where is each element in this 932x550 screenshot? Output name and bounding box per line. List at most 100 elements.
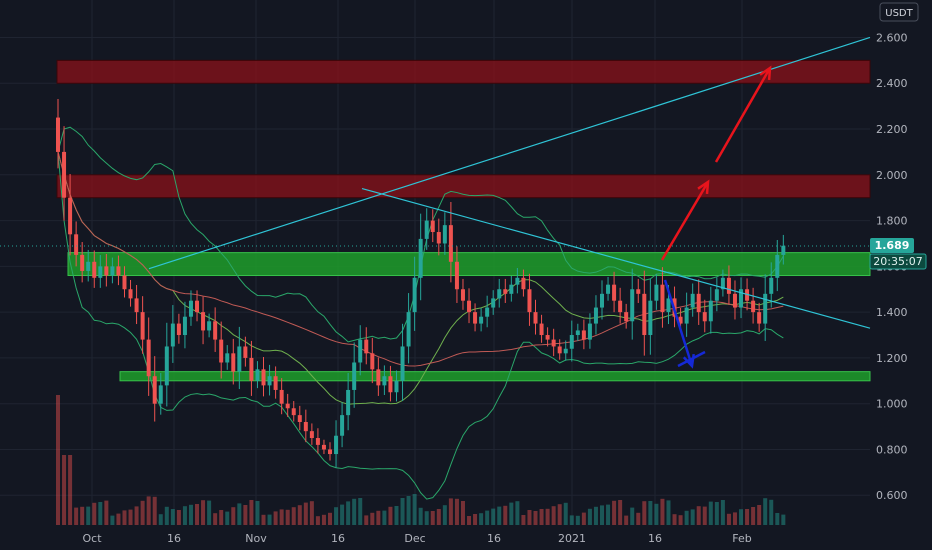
y-tick-label: 1.200 <box>876 352 908 365</box>
candle-body <box>140 312 145 340</box>
volume-bar <box>243 505 248 525</box>
candle-body <box>182 316 187 336</box>
candle-body <box>503 289 508 294</box>
candle-body <box>158 385 163 404</box>
candle-body <box>176 323 181 336</box>
volume-bar <box>382 510 387 525</box>
volume-bar <box>128 509 133 525</box>
candle-body <box>769 277 774 294</box>
candle-body <box>273 376 278 390</box>
countdown-tag <box>869 253 927 270</box>
countdown-label: 20:35:07 <box>873 255 922 268</box>
x-tick-label: Oct <box>82 532 102 545</box>
candle-body <box>412 277 417 313</box>
volume-bar <box>521 515 526 525</box>
candle-body <box>612 284 617 301</box>
volume-bar <box>503 505 508 525</box>
volume-bar <box>600 505 604 525</box>
volume-bar <box>328 512 332 525</box>
volume-bar <box>122 510 127 525</box>
candle-body <box>624 312 629 322</box>
candle-body <box>213 321 218 340</box>
candle-body <box>400 346 405 381</box>
candle-body <box>146 339 151 377</box>
volume-bar <box>255 501 260 525</box>
volume-bar <box>201 500 206 525</box>
candle-body <box>388 376 393 393</box>
y-tick-label: 2.400 <box>876 77 908 90</box>
candle-body <box>249 357 254 381</box>
candle-body <box>569 335 574 349</box>
candle-body <box>726 277 731 294</box>
volume-bar <box>231 507 236 525</box>
volume-bar <box>751 507 756 525</box>
volume-bar <box>479 513 484 525</box>
volume-bar <box>612 500 617 525</box>
candle-body <box>291 408 296 416</box>
volume-bar <box>116 513 121 525</box>
candle-body <box>74 234 79 255</box>
candle-body <box>122 275 127 290</box>
volume-bar <box>624 515 629 525</box>
volume-bar <box>134 506 139 525</box>
volume-bar <box>104 500 109 525</box>
volume-bar <box>315 516 320 525</box>
volume-bar <box>467 516 472 525</box>
candle-body <box>751 300 756 313</box>
volume-bar <box>164 506 169 525</box>
arrow-up-second-head <box>759 65 772 81</box>
volume-bar <box>176 510 181 525</box>
y-tick-label: 1.800 <box>876 215 908 228</box>
candle-body <box>442 225 447 244</box>
candle-body <box>660 284 665 313</box>
volume-bar <box>273 511 278 525</box>
candle-body <box>708 300 713 322</box>
support-zone <box>119 371 871 382</box>
candle-body <box>575 330 580 336</box>
candle-body <box>315 438 320 445</box>
trendlines[interactable] <box>148 36 871 329</box>
candle-body <box>188 300 193 317</box>
volume-bar <box>321 514 326 525</box>
candle-body <box>485 307 490 317</box>
arrow-down-foot <box>677 350 706 368</box>
candle-body <box>68 197 73 235</box>
candle-body <box>454 261 459 290</box>
volume-bar <box>606 504 611 525</box>
volume-bar <box>769 499 774 525</box>
volume-bar <box>739 509 744 525</box>
volume-bar <box>708 501 713 525</box>
candle-body <box>430 220 435 233</box>
candle-body <box>424 220 429 239</box>
volume-bar <box>642 501 647 525</box>
candle-body <box>195 300 200 313</box>
volume-bar <box>418 507 423 525</box>
candle-body <box>285 403 290 409</box>
currency-badge <box>879 2 919 22</box>
x-tick-label: 16 <box>167 532 181 545</box>
candle-body <box>321 444 326 450</box>
candle-body <box>479 316 484 324</box>
candle-body <box>80 254 85 271</box>
volume-bar <box>188 504 193 525</box>
volume-bar <box>551 506 556 525</box>
y-tick-label: 1.000 <box>876 398 908 411</box>
volume-bar <box>745 509 750 525</box>
resistance-zone <box>56 174 871 199</box>
volume-bar <box>690 509 695 525</box>
volume-bar <box>370 512 375 525</box>
volume-bar <box>485 510 490 525</box>
candle-body <box>303 422 308 432</box>
candle-body <box>606 284 611 294</box>
volume-bar <box>618 500 623 525</box>
volume-bar <box>497 506 502 525</box>
volume-bar <box>394 506 399 525</box>
volume-bar <box>539 509 544 525</box>
candle-body <box>56 117 60 152</box>
candle-body <box>243 346 248 358</box>
candle-body <box>732 293 737 308</box>
candle-body <box>394 380 399 393</box>
candle-body <box>170 323 175 347</box>
candle-body <box>352 362 357 390</box>
